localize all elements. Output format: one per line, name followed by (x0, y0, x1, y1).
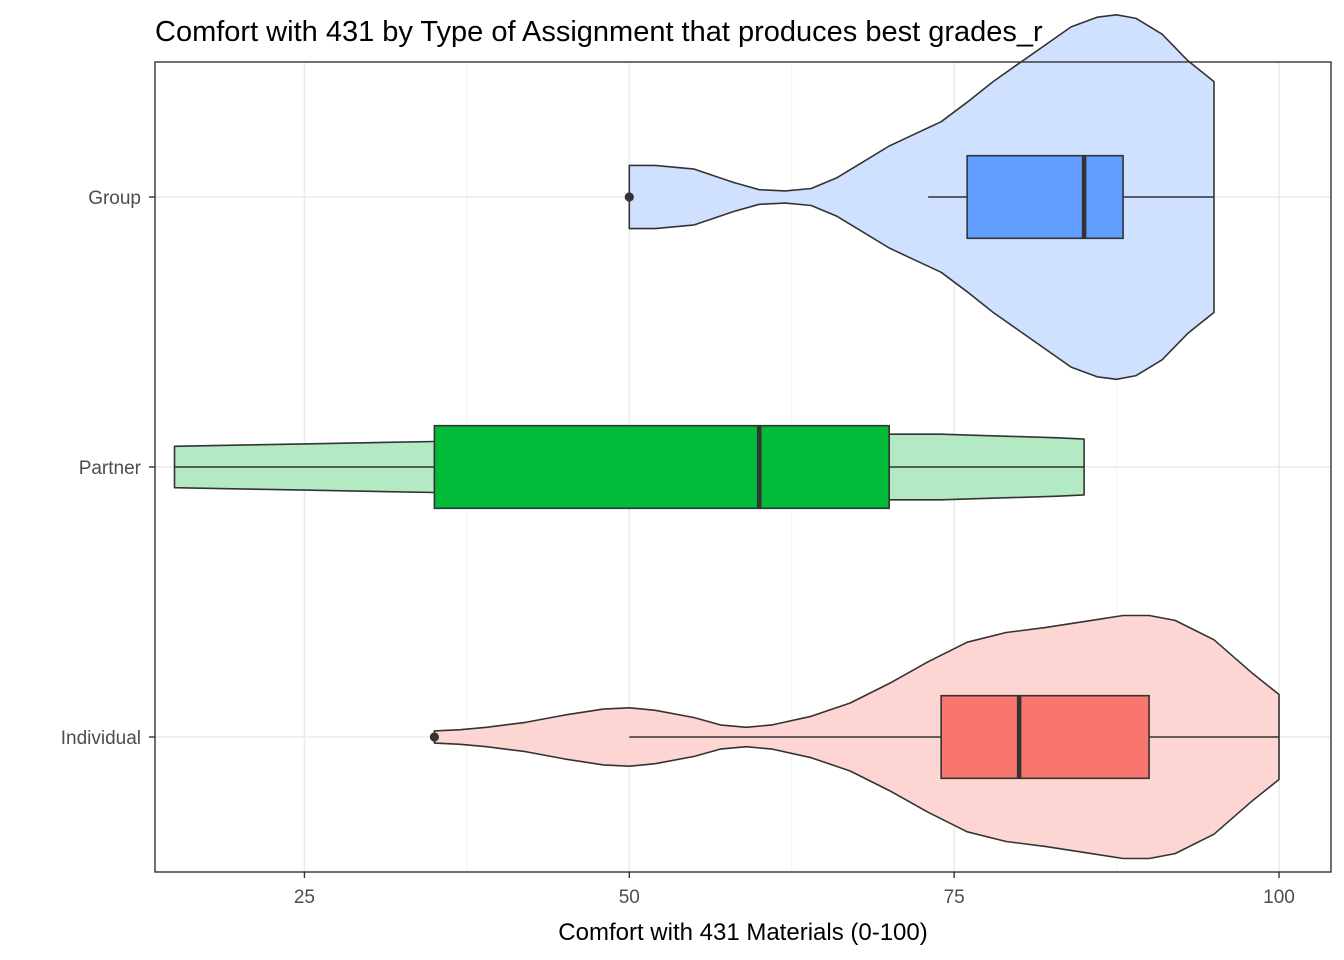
y-tick-label-group: Group (88, 188, 141, 209)
box-group (966, 154, 1124, 240)
y-tick-label-partner: Partner (79, 458, 142, 479)
violin-group (628, 14, 1215, 381)
boxplots (174, 154, 1280, 780)
y-axis: Group Partner Individual (61, 188, 155, 749)
x-tick-label: 25 (294, 887, 315, 908)
outlier-point (429, 732, 439, 742)
x-tick-label: 100 (1263, 887, 1295, 908)
x-axis: 25 50 75 100 (294, 872, 1295, 908)
box-individual (940, 694, 1150, 780)
x-tick-label: 50 (619, 887, 640, 908)
x-axis-title: Comfort with 431 Materials (0-100) (558, 919, 927, 946)
box-partner (433, 424, 890, 510)
y-tick-label-individual: Individual (61, 728, 141, 749)
x-tick-label: 75 (944, 887, 965, 908)
outlier-point (624, 192, 634, 202)
chart-title: Comfort with 431 by Type of Assignment t… (155, 16, 1043, 48)
